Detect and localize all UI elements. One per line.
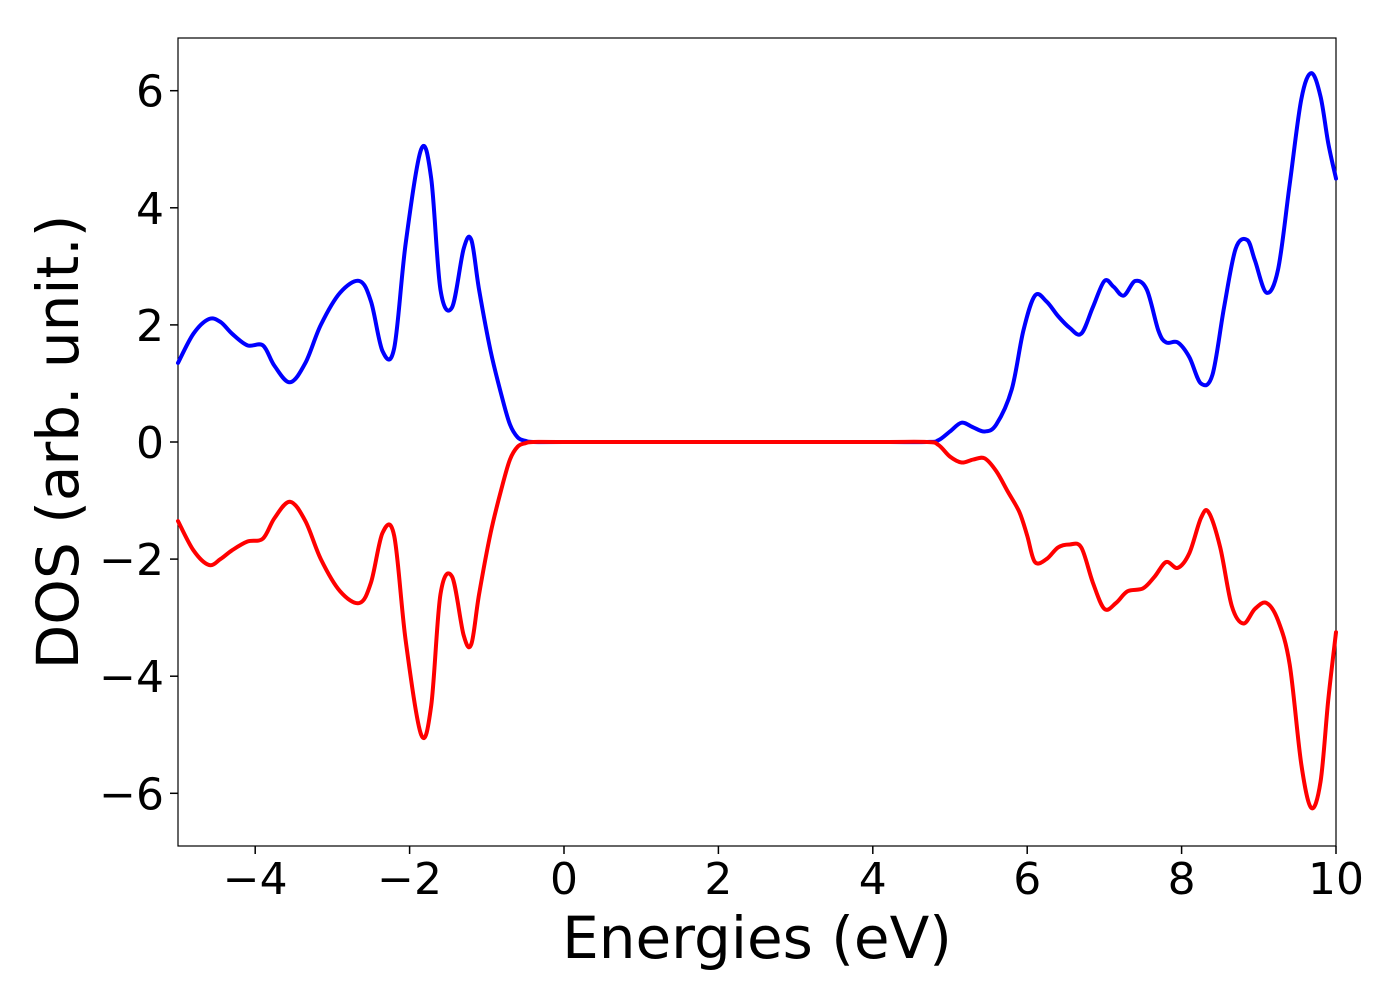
x-tick-label: 8 [1168,854,1196,905]
x-tick-label: −2 [377,854,442,905]
x-tick-label: 2 [704,854,732,905]
y-tick-label: 6 [136,67,164,118]
y-tick-label: −2 [99,535,164,586]
x-tick-label: −4 [223,854,288,905]
x-axis-title: Energies (eV) [562,904,952,972]
x-tick-label: 6 [1013,854,1041,905]
dos-series-line-2 [176,439,1338,811]
x-tick-label: 10 [1308,854,1364,905]
y-axis: −6 −4 −2 0 2 4 6 [99,67,178,820]
dos-series-line-1 [176,71,1338,445]
x-tick-label: 0 [550,854,578,905]
y-tick-label: 0 [136,418,164,469]
y-tick-label: −6 [99,769,164,820]
series-layer [176,71,1338,811]
y-tick-label: 4 [136,184,164,235]
x-tick-label: 4 [859,854,887,905]
y-tick-label: 2 [136,301,164,352]
y-tick-label: −4 [99,652,164,703]
x-axis: −4 −2 0 2 4 6 8 10 [223,846,1364,905]
y-axis-title: DOS (arb. unit.) [24,215,92,670]
